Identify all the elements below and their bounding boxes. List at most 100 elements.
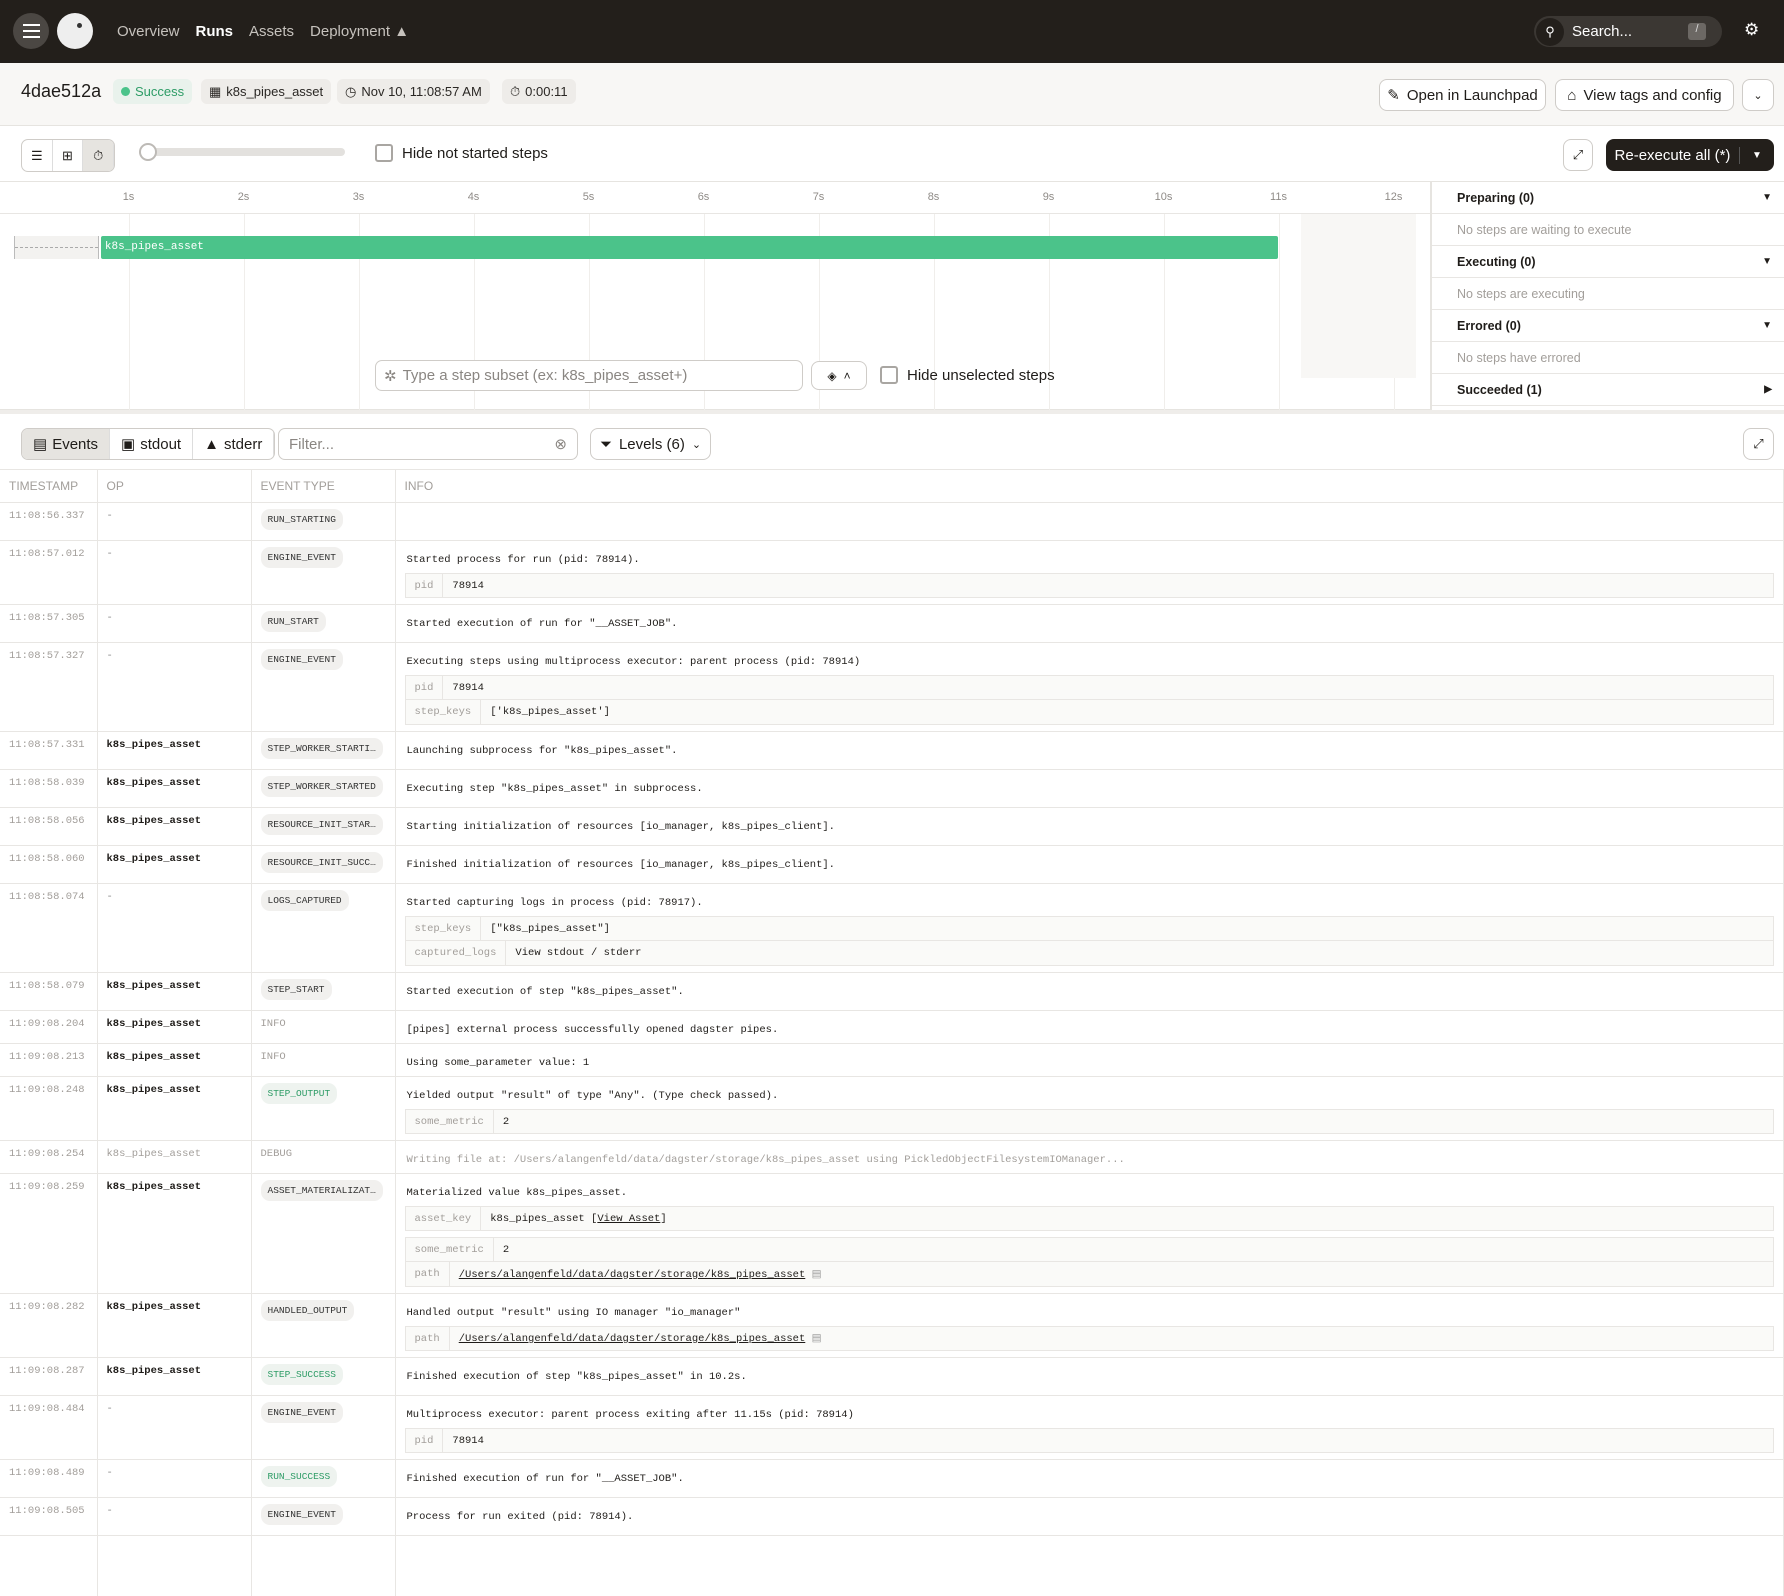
waterfall-timer-icon[interactable]: ⏱ (83, 140, 114, 171)
hide-not-started-checkbox[interactable]: Hide not started steps (375, 144, 548, 162)
axis-tick: 3s (352, 191, 365, 203)
caret-down-icon[interactable]: ▼ (1762, 192, 1772, 203)
timer-icon: ⏱ (510, 83, 521, 99)
search-input[interactable]: ⚲ Search... / (1534, 16, 1722, 47)
gear-icon[interactable]: ⚙ (1744, 20, 1760, 39)
op-name: k8s_pipes_asset (97, 1173, 252, 1294)
clear-icon[interactable]: ⊗ (554, 436, 567, 453)
op-name: k8s_pipes_asset (97, 807, 252, 846)
expand-logs-icon[interactable]: ⤢ (1743, 428, 1774, 460)
metadata-text: 78914 (452, 681, 484, 694)
job-chip[interactable]: ▦ k8s_pipes_asset (201, 79, 332, 104)
col-info: INFO (395, 469, 1784, 503)
caret-right-icon[interactable]: ▶ (1764, 384, 1772, 395)
col-timestamp: TIMESTAMP (0, 469, 98, 503)
levels-dropdown[interactable]: ⏷ Levels (6) ⌄ (590, 428, 711, 460)
event-type-cell: STEP_OUTPUT (251, 1076, 396, 1141)
sidebar-section-3[interactable]: Succeeded (1) ▶ (1432, 374, 1784, 406)
event-log-table: TIMESTAMP OP EVENT TYPE INFO 11:08:56.33… (0, 469, 1784, 1596)
flat-view-icon[interactable]: ☰ (22, 140, 53, 171)
tab-stdout[interactable]: ▣ stdout (110, 429, 194, 459)
event-type-cell: INFO (251, 1043, 396, 1077)
tab-stderr[interactable]: ▲ stderr (193, 429, 275, 459)
metadata-entry: path/Users/alangenfeld/data/dagster/stor… (404, 1262, 1774, 1287)
timestamp: 11:08:57.331 (0, 731, 98, 770)
info-cell: Using some_parameter value: 1 (395, 1043, 1784, 1077)
op-name: k8s_pipes_asset (97, 731, 252, 770)
copy-icon[interactable]: ▤ (805, 1268, 822, 1281)
table-row: 11:09:08.484- ENGINE_EVENT Multiprocess ex… (0, 1395, 1784, 1460)
event-type-badge: ENGINE_EVENT (260, 649, 343, 670)
event-type-badge: STEP_SUCCESS (260, 1364, 343, 1385)
info-message: Using some_parameter value: 1 (406, 1057, 590, 1069)
op-name: - (97, 1497, 252, 1536)
event-type-badge: ENGINE_EVENT (260, 1504, 343, 1525)
view-tags-button[interactable]: ⌂ View tags and config (1555, 79, 1734, 111)
path-link[interactable]: /Users/alangenfeld/data/dagster/storage/… (458, 1268, 806, 1281)
step-pending-segment (13, 236, 99, 259)
sidebar-section-0[interactable]: Preparing (0) ▼ (1432, 182, 1784, 214)
metadata-entry: some_metric 2 (404, 1237, 1774, 1262)
timestamp: 11:08:56.337 (0, 502, 98, 541)
axis-tick: 4s (467, 191, 480, 203)
view-asset-link[interactable]: View Asset (597, 1212, 661, 1225)
nav-assets[interactable]: Assets (249, 23, 295, 40)
nav-runs[interactable]: Runs (195, 23, 234, 40)
open-launchpad-button[interactable]: ✎ Open in Launchpad (1379, 79, 1546, 111)
sidebar-section-2[interactable]: Errored (0) ▼ (1432, 310, 1784, 342)
menu-button[interactable] (13, 13, 49, 49)
view-logs-link[interactable]: View stdout / stderr (515, 947, 642, 959)
slider-handle[interactable] (139, 143, 157, 161)
nav-overview[interactable]: Overview (117, 23, 180, 40)
reexecute-all-button[interactable]: Re-execute all (*) ▼ (1606, 139, 1774, 171)
table-row: 11:09:08.204 k8s_pipes_asset INFO [pipes] e… (0, 1010, 1784, 1044)
filler-cell (251, 1535, 396, 1596)
sidebar-section-1[interactable]: Executing (0) ▼ (1432, 246, 1784, 278)
metadata-text: 78914 (452, 579, 484, 592)
caret-down-icon[interactable]: ▼ (1752, 149, 1762, 161)
op-name: k8s_pipes_asset (97, 1076, 252, 1141)
nav-deployment[interactable]: Deployment ▲ (310, 23, 410, 40)
info-cell: Started execution of step "k8s_pipes_ass… (395, 972, 1784, 1011)
metadata-value: View stdout / stderr (506, 947, 650, 959)
view-mode-toggle: ☰ ⊞ ⏱ (21, 139, 115, 172)
metadata-value: 78914 (443, 580, 493, 592)
col-event-type: EVENT TYPE (251, 469, 396, 503)
step-bar-k8s-pipes-asset[interactable]: k8s_pipes_asset (100, 236, 1279, 259)
chevron-up-icon: ˄ (843, 368, 851, 383)
metadata-entry: captured_logs View stdout / stderr (404, 941, 1774, 966)
event-type-badge: RUN_START (260, 611, 326, 632)
expand-icon[interactable]: ⤢ (1563, 139, 1593, 171)
table-row: 11:08:57.331 k8s_pipes_asset STEP_WORKER_S… (0, 731, 1784, 770)
event-type-cell: STEP_WORKER_STARTED (251, 769, 396, 808)
zoom-slider[interactable] (139, 143, 345, 161)
event-type-cell: STEP_SUCCESS (251, 1357, 396, 1396)
layers-dropdown-button[interactable]: ◈ ˄ (811, 361, 867, 390)
event-type-cell: STEP_WORKER_STARTI… (251, 731, 396, 770)
tab-events[interactable]: ▤ Events (22, 429, 111, 459)
filler-cell (0, 1535, 98, 1596)
gridline (243, 214, 245, 410)
log-tabs: ▤ Events ▣ stdout ▲ stderr (21, 428, 276, 460)
caret-down-icon[interactable]: ▼ (1762, 256, 1772, 267)
filter-input[interactable]: Filter... ⊗ (278, 428, 578, 460)
event-type-cell: RESOURCE_INIT_SUCC… (251, 845, 396, 884)
caret-down-icon[interactable]: ▼ (1762, 320, 1772, 331)
path-link[interactable]: /Users/alangenfeld/data/dagster/storage/… (458, 1333, 806, 1345)
timestamp: 11:09:08.213 (0, 1043, 98, 1077)
more-actions-button[interactable]: ⌄ (1742, 79, 1774, 111)
timestamp: 11:08:58.079 (0, 972, 98, 1011)
gridline (473, 214, 475, 410)
metadata-text: 78914 (452, 1434, 484, 1447)
section-empty-text: No steps are waiting to execute (1432, 214, 1784, 246)
hide-unselected-checkbox[interactable]: Hide unselected steps (880, 366, 1055, 384)
info-cell: Launching subprocess for "k8s_pipes_asse… (395, 731, 1784, 770)
event-type-cell: RUN_START (251, 604, 396, 643)
event-type-cell: HANDLED_OUTPUT (251, 1293, 396, 1358)
dagster-logo[interactable] (57, 13, 93, 49)
clock-icon: ◷ (345, 83, 357, 99)
step-subset-input[interactable]: ✲ Type a step subset (ex: k8s_pipes_asset… (375, 360, 803, 391)
tree-view-icon[interactable]: ⊞ (53, 140, 84, 171)
copy-icon[interactable]: ▤ (805, 1333, 822, 1345)
table-row: 11:08:58.060 k8s_pipes_asset RESOURCE_INIT… (0, 845, 1784, 884)
